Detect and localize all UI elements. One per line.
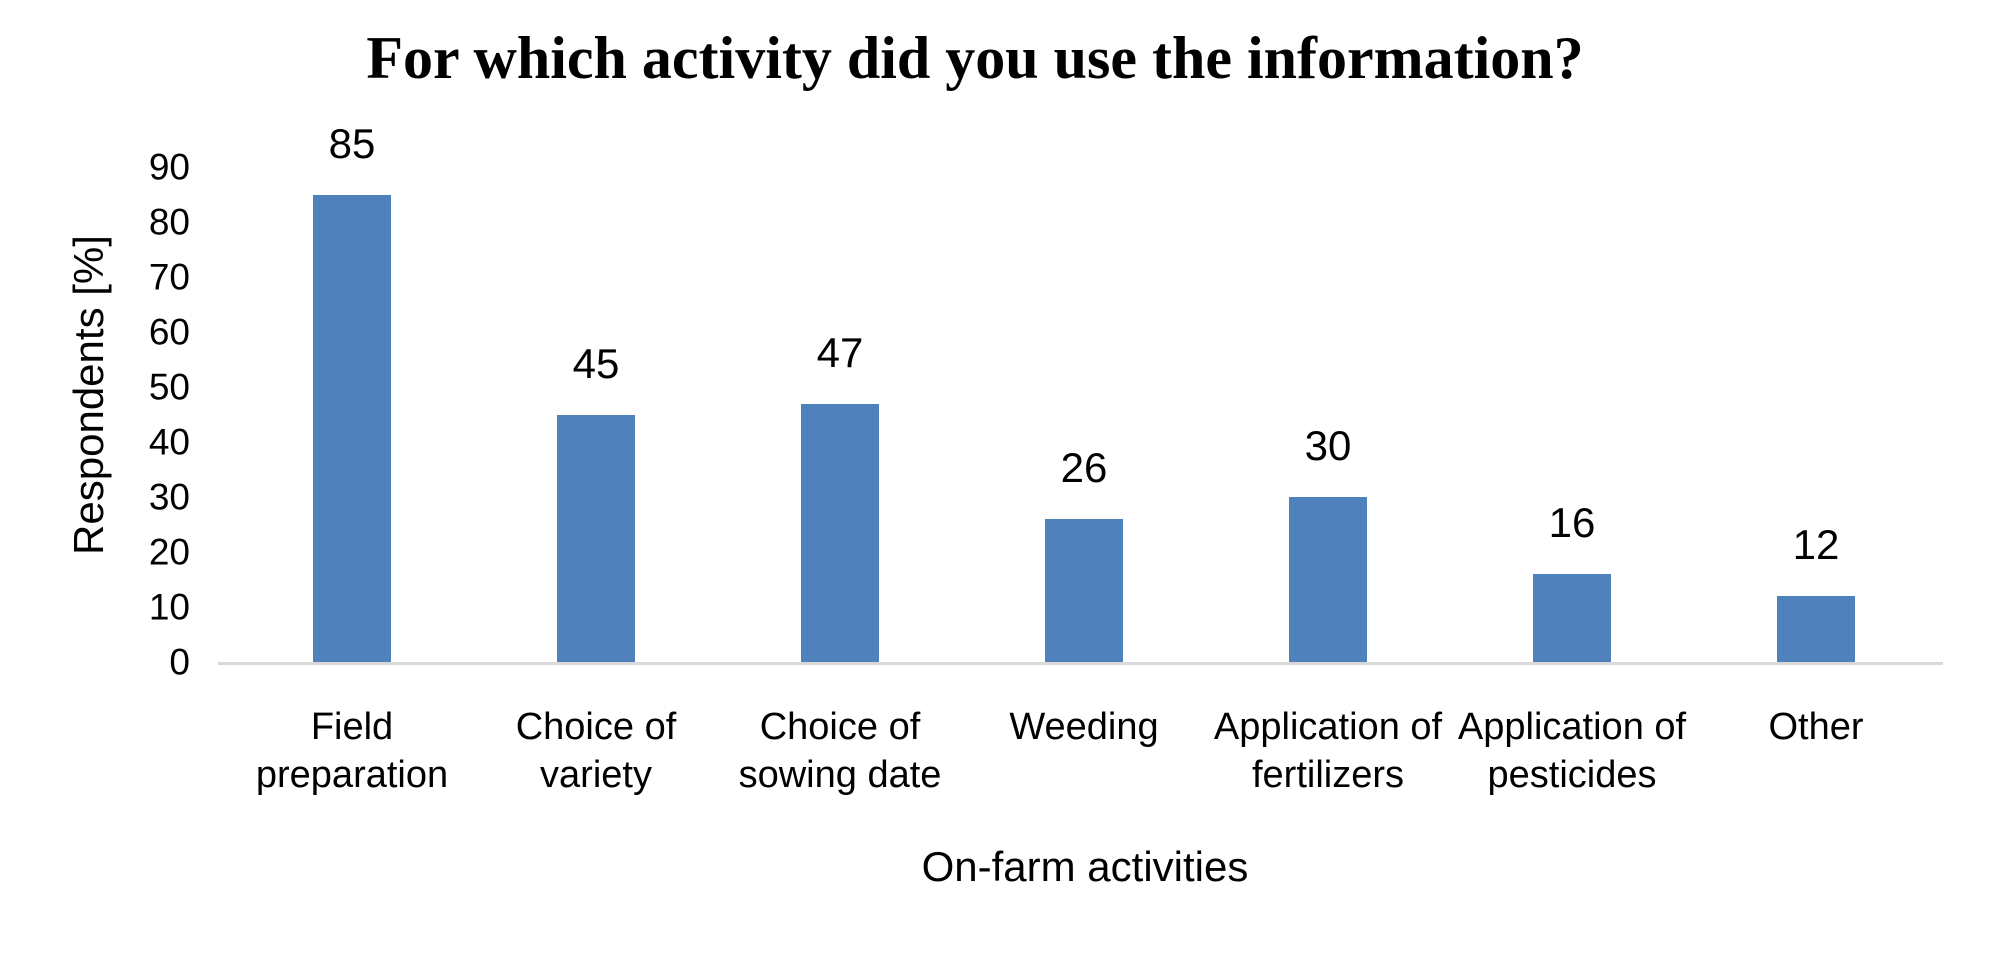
chart-title: For which activity did you use the infor… [366, 25, 1584, 91]
bar [801, 403, 879, 662]
y-tick-label: 0 [169, 641, 190, 683]
y-tick-label: 20 [148, 531, 190, 573]
y-tick-label: 70 [148, 256, 190, 298]
y-tick-label: 80 [148, 201, 190, 243]
bar [1533, 574, 1611, 662]
bar [313, 194, 391, 662]
bar [557, 414, 635, 662]
bar-value-label: 26 [1060, 444, 1108, 491]
x-category-label: Field preparation [255, 706, 449, 796]
y-tick-label: 60 [148, 311, 190, 353]
y-tick-label: 90 [148, 146, 190, 188]
y-tick-label: 30 [148, 476, 190, 518]
y-tick-label: 10 [148, 586, 190, 628]
y-tick-label: 40 [148, 421, 190, 463]
x-category-label: Other [1768, 706, 1864, 748]
x-category-label: Choice of variety [515, 706, 677, 796]
bar-value-label: 16 [1548, 499, 1596, 546]
bar-value-label: 45 [572, 339, 620, 387]
bar-value-label: 30 [1304, 422, 1352, 469]
x-category-label: Application of fertilizers [1213, 706, 1443, 796]
bar-value-label: 85 [328, 119, 376, 167]
bar [1045, 519, 1123, 662]
bar [1777, 596, 1855, 662]
x-axis-title: On-farm activities [921, 843, 1249, 890]
x-category-label: Application of pesticides [1457, 706, 1687, 796]
bar [1289, 497, 1367, 662]
y-tick-label: 50 [148, 366, 190, 408]
x-category-label: Choice of sowing date [738, 706, 942, 796]
x-axis-line [218, 662, 1943, 665]
bar-value-label: 12 [1792, 521, 1840, 568]
bar-value-label: 47 [816, 328, 864, 376]
x-category-label: Weeding [1009, 706, 1159, 748]
